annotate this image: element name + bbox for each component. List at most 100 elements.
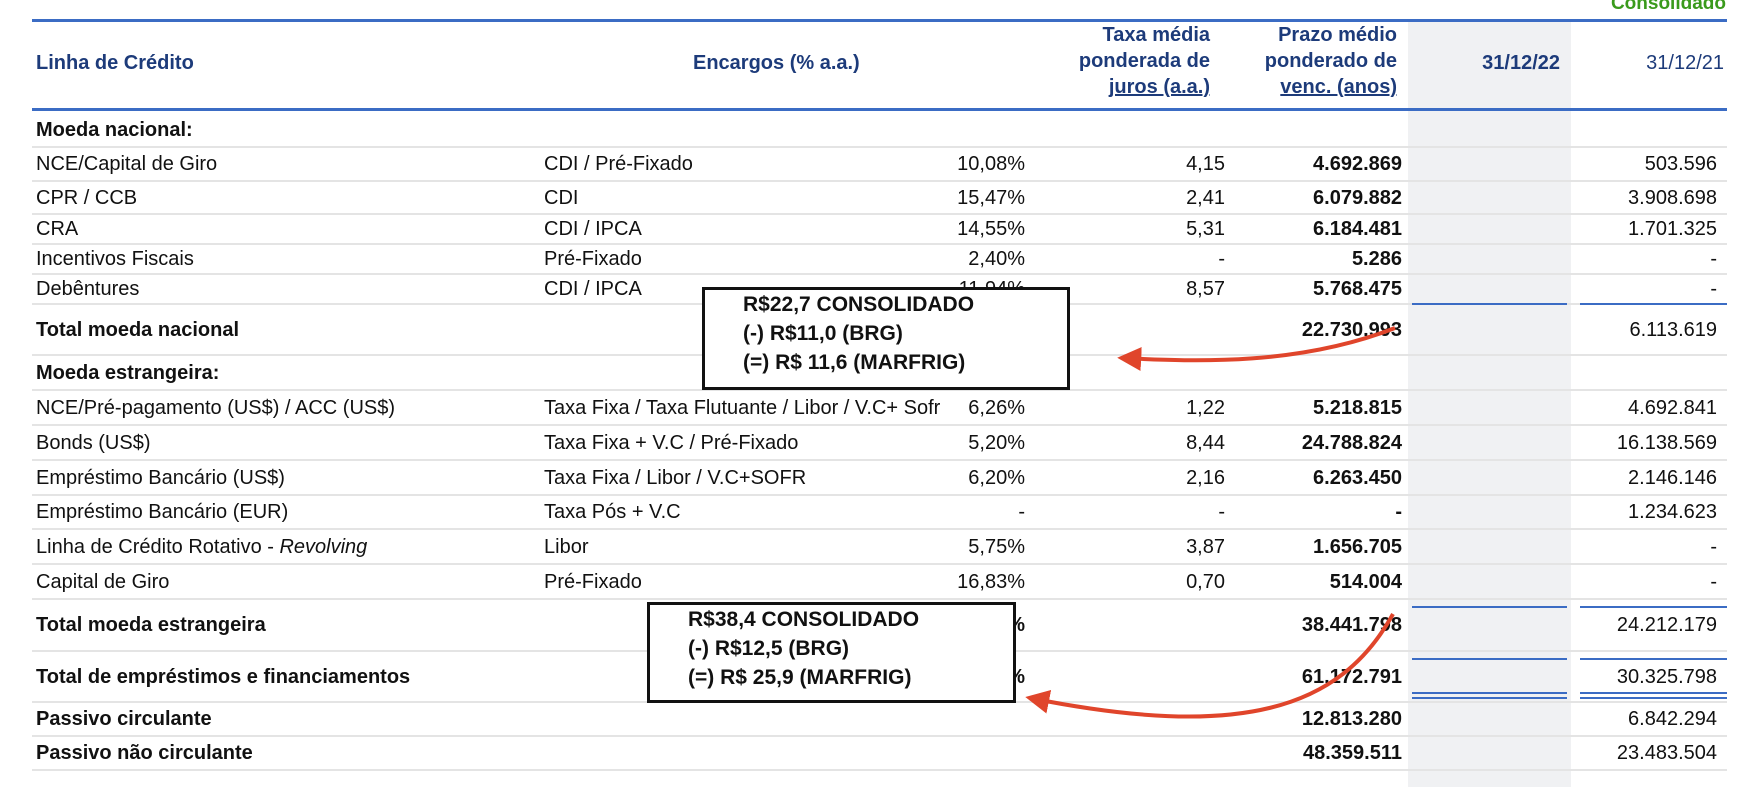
taxa-cell: 5,20% bbox=[968, 431, 1025, 454]
encargos-cell: Taxa Fixa + V.C / Pré-Fixado bbox=[544, 431, 799, 454]
prazo-cell: 0,70 bbox=[1186, 570, 1225, 593]
value-2022-cell: 5.286 bbox=[1351, 248, 1402, 270]
encargos-cell: Taxa Fixa / Libor / V.C+SOFR bbox=[544, 466, 807, 489]
encargos-cell: Taxa Fixa / Taxa Flutuante / Libor / V.C… bbox=[544, 396, 941, 419]
encargos-cell: Pré-Fixado bbox=[544, 570, 642, 593]
total-geral-double-rule-a-2022 bbox=[1412, 692, 1567, 694]
header-prazo-medio: Prazo médio ponderado de venc. (anos) bbox=[1265, 22, 1397, 100]
taxa-cell: 10,08% bbox=[957, 153, 1025, 175]
value-2022-cell: 61.172.791 bbox=[1301, 665, 1402, 688]
table-row: Empréstimo Bancário (US$) Taxa Fixa / Lib… bbox=[32, 461, 1727, 496]
header-31-12-22: 31/12/22 bbox=[1482, 52, 1560, 74]
row-label: Total moeda nacional bbox=[36, 318, 239, 341]
total-geral-rule-2021 bbox=[1580, 658, 1727, 660]
encargos-cell: CDI / IPCA bbox=[544, 218, 642, 240]
row-label: Moeda nacional: bbox=[36, 119, 193, 141]
table-row: CRA CDI / IPCA 14,55% 5,31 6.184.481 1.701.32… bbox=[32, 215, 1727, 245]
value-2022-cell: 514.004 bbox=[1329, 570, 1402, 593]
consolidated-label: Consolidado bbox=[1610, 0, 1726, 14]
table-row: Passivo circulante 12.813.280 6.842.294 bbox=[32, 703, 1727, 737]
table-row: CPR / CCB CDI 15,47% 2,41 6.079.882 3.908.698 bbox=[32, 182, 1727, 215]
header-linha-de-credito: Linha de Crédito bbox=[36, 52, 194, 74]
taxa-cell: 15,47% bbox=[957, 186, 1025, 209]
value-2021-cell: 503.596 bbox=[1644, 153, 1717, 175]
encargos-cell: Pré-Fixado bbox=[544, 248, 642, 270]
value-2021-cell: 16.138.569 bbox=[1616, 431, 1717, 454]
table-row: NCE/Capital de Giro CDI / Pré-Fixado 10,08… bbox=[32, 148, 1727, 182]
value-2021-cell: 6.842.294 bbox=[1628, 708, 1717, 730]
value-2022-cell: 5.218.815 bbox=[1313, 396, 1402, 419]
prazo-cell: 8,57 bbox=[1186, 278, 1225, 300]
value-2022-cell: - bbox=[1395, 501, 1402, 523]
prazo-cell: 2,41 bbox=[1186, 186, 1225, 209]
row-label: Empréstimo Bancário (US$) bbox=[36, 466, 285, 489]
total-geral-double-rule-a-2021 bbox=[1580, 692, 1727, 694]
value-2022-cell: 4.692.869 bbox=[1313, 153, 1402, 175]
row-label: Passivo circulante bbox=[36, 708, 212, 730]
row-label: Moeda estrangeira: bbox=[36, 361, 220, 384]
table-row: Empréstimo Bancário (EUR) Taxa Pós + V.C -… bbox=[32, 496, 1727, 530]
table-row: Moeda estrangeira: bbox=[32, 356, 1727, 391]
taxa-cell: 5,75% bbox=[968, 535, 1025, 558]
header-31-12-21: 31/12/21 bbox=[1646, 52, 1724, 74]
row-label: CRA bbox=[36, 218, 79, 240]
total-geral-double-rule-b-2021 bbox=[1580, 697, 1727, 699]
total-estrangeira-rule-2021 bbox=[1580, 606, 1727, 608]
encargos-cell: CDI / IPCA bbox=[544, 278, 642, 300]
prazo-cell: 8,44 bbox=[1186, 431, 1225, 454]
value-2021-cell: 1.234.623 bbox=[1628, 501, 1717, 523]
row-label: Capital de Giro bbox=[36, 570, 170, 593]
value-2022-cell: 6.263.450 bbox=[1313, 466, 1402, 489]
value-2021-cell: - bbox=[1710, 570, 1717, 593]
encargos-cell: CDI / Pré-Fixado bbox=[544, 153, 693, 175]
header-taxa-line-1: Taxa média bbox=[1102, 24, 1210, 46]
value-2022-cell: 6.184.481 bbox=[1313, 218, 1402, 240]
total-estrangeira-rule-2022 bbox=[1412, 606, 1567, 608]
taxa-cell: 6,20% bbox=[968, 466, 1025, 489]
value-2022-cell: 6.079.882 bbox=[1313, 186, 1402, 209]
row-label: NCE/Capital de Giro bbox=[36, 153, 218, 175]
annotation-estrangeira-line-1: R$38,4 CONSOLIDADO bbox=[688, 608, 920, 631]
value-2022-cell: 48.359.511 bbox=[1303, 742, 1402, 764]
value-2021-cell: 23.483.504 bbox=[1616, 742, 1717, 764]
header-taxa-line-3: juros (a.a.) bbox=[1108, 76, 1210, 98]
prazo-cell: 5,31 bbox=[1186, 218, 1225, 240]
annotation-estrangeira-line-3: (=) R$ 25,9 (MARFRIG) bbox=[688, 666, 912, 689]
value-2021-cell: 30.325.798 bbox=[1616, 665, 1717, 688]
annotation-box-nacional: R$22,7 CONSOLIDADO (-) R$11,0 (BRG) (=) … bbox=[702, 287, 1070, 390]
encargos-cell: Taxa Pós + V.C bbox=[544, 501, 681, 523]
table-row: Incentivos Fiscais Pré-Fixado 2,40% - 5.286 - bbox=[32, 245, 1727, 275]
header-taxa-media: Taxa média ponderada de juros (a.a.) bbox=[1079, 22, 1210, 100]
row-label: Debêntures bbox=[36, 278, 140, 300]
value-2021-cell: 1.701.325 bbox=[1628, 218, 1717, 240]
table-row: Capital de Giro Pré-Fixado 16,83% 0,70 514.0… bbox=[32, 565, 1727, 600]
value-2022-cell: 1.656.705 bbox=[1313, 535, 1402, 558]
header-prazo-line-1: Prazo médio bbox=[1278, 24, 1397, 46]
header-prazo-line-3: venc. (anos) bbox=[1280, 76, 1397, 98]
value-2022-cell: 22.730.993 bbox=[1301, 318, 1402, 341]
taxa-cell: 14,55% bbox=[957, 218, 1025, 240]
value-2022-cell: 24.788.824 bbox=[1301, 431, 1402, 454]
row-label: CPR / CCB bbox=[36, 186, 138, 209]
value-2021-cell: 4.692.841 bbox=[1628, 396, 1717, 419]
annotation-nacional-line-2: (-) R$11,0 (BRG) bbox=[743, 322, 903, 345]
row-label-text: Linha de Crédito Rotativo - bbox=[36, 535, 280, 558]
prazo-cell: 1,22 bbox=[1186, 396, 1225, 419]
prazo-cell: - bbox=[1218, 248, 1225, 270]
row-label: Passivo não circulante bbox=[36, 742, 253, 764]
header-bottom-rule bbox=[32, 108, 1727, 111]
taxa-cell: 16,83% bbox=[957, 570, 1025, 593]
taxa-cell: 6,26% bbox=[968, 396, 1025, 419]
prazo-cell: 3,87 bbox=[1186, 535, 1225, 558]
header-taxa-line-2: ponderada de bbox=[1078, 50, 1210, 72]
total-nacional-rule-2022 bbox=[1412, 303, 1567, 305]
table-top-rule bbox=[32, 19, 1727, 22]
value-2021-cell: - bbox=[1710, 248, 1717, 270]
value-2021-cell: 24.212.179 bbox=[1616, 614, 1717, 636]
row-label: Empréstimo Bancário (EUR) bbox=[36, 501, 289, 523]
value-2021-cell: - bbox=[1710, 535, 1717, 558]
table-row: Passivo não circulante 48.359.511 23.483.5… bbox=[32, 737, 1727, 771]
table-row: Linha de Crédito Rotativo - Revolving Lib… bbox=[32, 530, 1727, 565]
value-2021-cell: - bbox=[1710, 278, 1717, 300]
row-label: Linha de Crédito Rotativo - Revolving bbox=[36, 536, 367, 559]
